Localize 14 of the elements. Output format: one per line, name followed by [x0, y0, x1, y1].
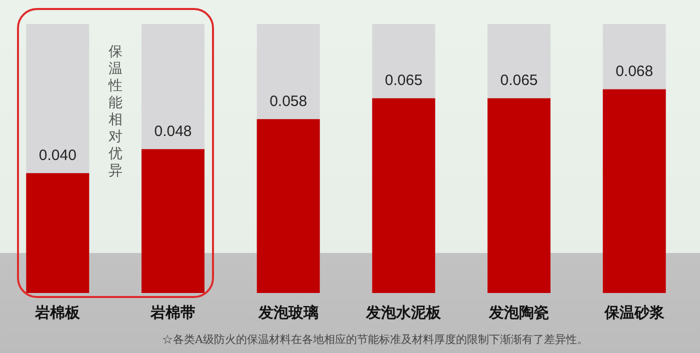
data-label: 0.048: [154, 123, 192, 140]
data-label: 0.065: [384, 72, 422, 90]
x-tick-label: 岩棉带: [150, 304, 196, 322]
x-tick-label: 岩棉板: [34, 304, 82, 322]
data-label: 0.058: [270, 93, 308, 110]
text: ☆各类A级防火的保温材料在各地相应的节能标准及材料厚度的限制下渐渐有了差异性。: [162, 332, 588, 347]
data-label: 0.068: [616, 63, 654, 80]
data-label: 0.040: [38, 147, 76, 164]
x-tick-label: 发泡玻璃: [257, 304, 318, 322]
data-label: 0.065: [500, 72, 538, 90]
x-tick-label: 发泡陶瓷: [488, 304, 549, 322]
annotation: 保温性能相对优异: [107, 44, 124, 180]
x-tick-label: 发泡水泥板: [365, 304, 442, 322]
x-tick-label: 保温砂浆: [603, 304, 664, 322]
